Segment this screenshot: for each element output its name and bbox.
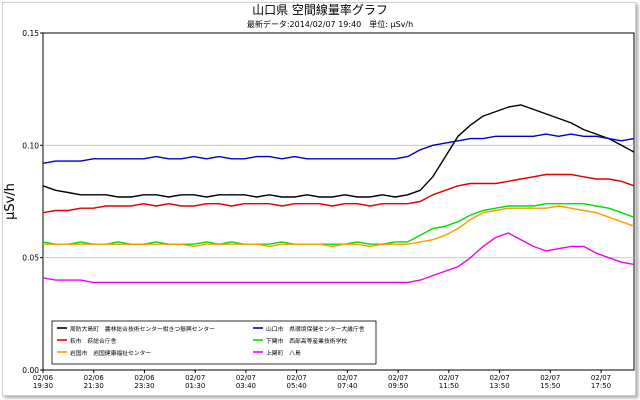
series-line-6 <box>42 232 635 284</box>
x-tick-label: 01:30 <box>185 382 205 390</box>
chart-title: 山口県 空間線量率グラフ <box>252 2 388 17</box>
x-tick-label: 03:40 <box>236 382 256 390</box>
x-tick-label: 02/07 <box>388 374 408 382</box>
x-tick-label: 02/06 <box>84 374 105 382</box>
legend-label: 萩市 萩総合庁舎 <box>70 337 117 345</box>
x-tick-label: 02/07 <box>439 374 459 382</box>
series-line-5 <box>43 205 635 248</box>
x-tick-label: 23:30 <box>134 382 154 390</box>
x-tick-label: 02/07 <box>185 374 205 382</box>
plot-area <box>42 32 635 371</box>
y-tick-label: 0.10 <box>22 141 39 150</box>
x-tick-label: 13:50 <box>489 382 509 390</box>
x-tick-label: 05:40 <box>287 382 307 390</box>
x-tick-label: 17:50 <box>591 382 611 390</box>
series-line-3 <box>42 173 635 214</box>
series-line-1 <box>42 104 635 198</box>
y-tick-label: 0.05 <box>22 254 39 263</box>
chart-subtitle: 最新データ:2014/02/07 19:40 単位: μSv/h <box>247 19 413 29</box>
legend-label: 周防大島町 農林総合技術センター柑きつ振興センター <box>70 325 215 333</box>
y-axis-label: μSv/h <box>3 183 18 220</box>
legend-label: 下関市 西部高等産業技術学校 <box>266 337 347 345</box>
x-tick-label: 07:40 <box>337 382 357 390</box>
x-tick-label: 02/07 <box>337 374 357 382</box>
x-tick-label: 19:30 <box>33 382 53 390</box>
x-tick-label: 09:50 <box>388 382 408 390</box>
series-line-2 <box>42 133 635 164</box>
legend-label: 岩国市 岩国健康福祉センター <box>70 349 151 357</box>
x-tick-label: 02/06 <box>33 374 54 382</box>
y-tick-label: 0.15 <box>22 29 39 38</box>
x-tick-label: 02/07 <box>540 374 560 382</box>
y-tick-label: 0.00 <box>22 366 39 375</box>
x-tick-label: 11:50 <box>439 382 459 390</box>
x-tick-label: 21:30 <box>84 382 104 390</box>
x-tick-label: 02/07 <box>489 374 509 382</box>
x-tick-label: 15:50 <box>540 382 560 390</box>
legend-label: 山口市 県環境保健センター大歳庁舎 <box>266 325 365 333</box>
x-tick-label: 02/07 <box>287 374 307 382</box>
legend-label: 上関町 八島 <box>266 349 301 357</box>
legend-box <box>51 320 377 365</box>
x-tick-label: 02/07 <box>591 374 611 382</box>
x-tick-label: 02/06 <box>134 374 155 382</box>
x-tick-label: 02/07 <box>236 374 256 382</box>
